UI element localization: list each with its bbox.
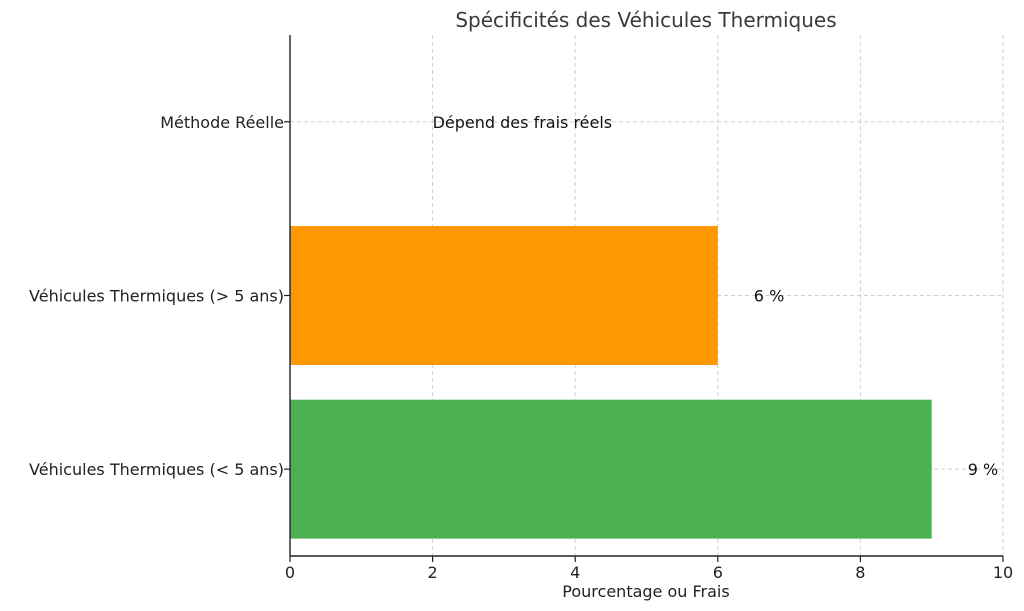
y-tick-label: Méthode Réelle: [160, 113, 284, 132]
bars: [290, 226, 932, 539]
x-tick-label: 10: [993, 563, 1013, 582]
x-tick-label: 8: [855, 563, 865, 582]
x-tick-label: 4: [570, 563, 580, 582]
x-tick-label: 6: [713, 563, 723, 582]
x-tick-label: 2: [428, 563, 438, 582]
x-ticks: 0 2 4 6 8 10: [285, 556, 1013, 582]
x-axis-label: Pourcentage ou Frais: [562, 582, 729, 601]
data-labels: 9 % 6 % Dépend des frais réels: [433, 113, 999, 479]
y-ticks: Véhicules Thermiques (< 5 ans) Véhicules …: [29, 113, 290, 479]
chart-title: Spécificités des Véhicules Thermiques: [455, 8, 836, 32]
y-tick-label: Véhicules Thermiques (< 5 ans): [29, 460, 284, 479]
x-tick-label: 0: [285, 563, 295, 582]
y-tick-label: Véhicules Thermiques (> 5 ans): [29, 287, 284, 306]
bar-data-label: Dépend des frais réels: [433, 113, 613, 132]
bar: [290, 399, 932, 539]
bar: [290, 226, 718, 365]
bar-data-label: 9 %: [968, 460, 998, 479]
bar-data-label: 6 %: [754, 287, 784, 306]
